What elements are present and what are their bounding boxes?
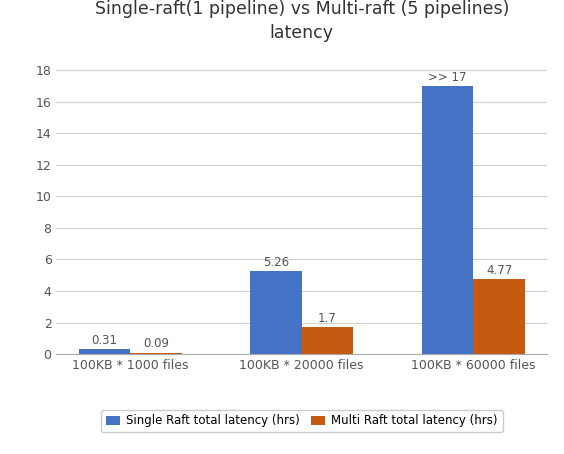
Bar <box>79 349 130 354</box>
Text: 4.77: 4.77 <box>486 263 512 276</box>
Bar <box>250 271 302 354</box>
Legend: Single Raft total latency (hrs), Multi Raft total latency (hrs): Single Raft total latency (hrs), Multi R… <box>101 410 503 432</box>
Text: 0.09: 0.09 <box>143 337 169 350</box>
Bar <box>473 279 525 354</box>
Text: 1.7: 1.7 <box>318 312 337 325</box>
Bar <box>130 353 182 354</box>
Text: 0.31: 0.31 <box>91 334 117 347</box>
Text: >> 17: >> 17 <box>428 71 467 84</box>
Bar <box>302 327 353 354</box>
Title: Single-raft(1 pipeline) vs Multi-raft (5 pipelines)
latency: Single-raft(1 pipeline) vs Multi-raft (5… <box>95 0 509 42</box>
Bar <box>422 86 473 354</box>
Text: 5.26: 5.26 <box>263 256 289 269</box>
